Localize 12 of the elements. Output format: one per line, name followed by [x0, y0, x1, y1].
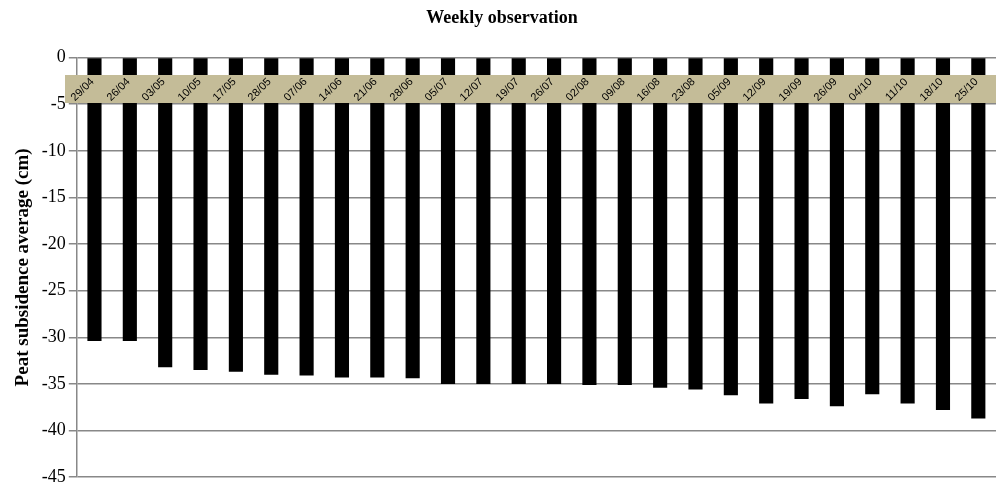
y-tick-label: -30: [41, 326, 66, 347]
y-axis-title: Peat subsidence average (cm): [11, 148, 34, 387]
y-tick-label: -20: [41, 232, 66, 253]
y-tick-label: -10: [41, 139, 66, 160]
y-tick-label: 0: [56, 46, 66, 67]
y-tick-label: -5: [50, 92, 66, 113]
chart-title: Weekly observation: [426, 7, 578, 28]
y-tick-label: -40: [41, 419, 66, 440]
y-tick-label: -15: [41, 186, 66, 207]
y-tick-label: -25: [41, 279, 66, 300]
y-tick-label: -35: [41, 372, 66, 393]
y-tick-label: -45: [41, 465, 66, 486]
